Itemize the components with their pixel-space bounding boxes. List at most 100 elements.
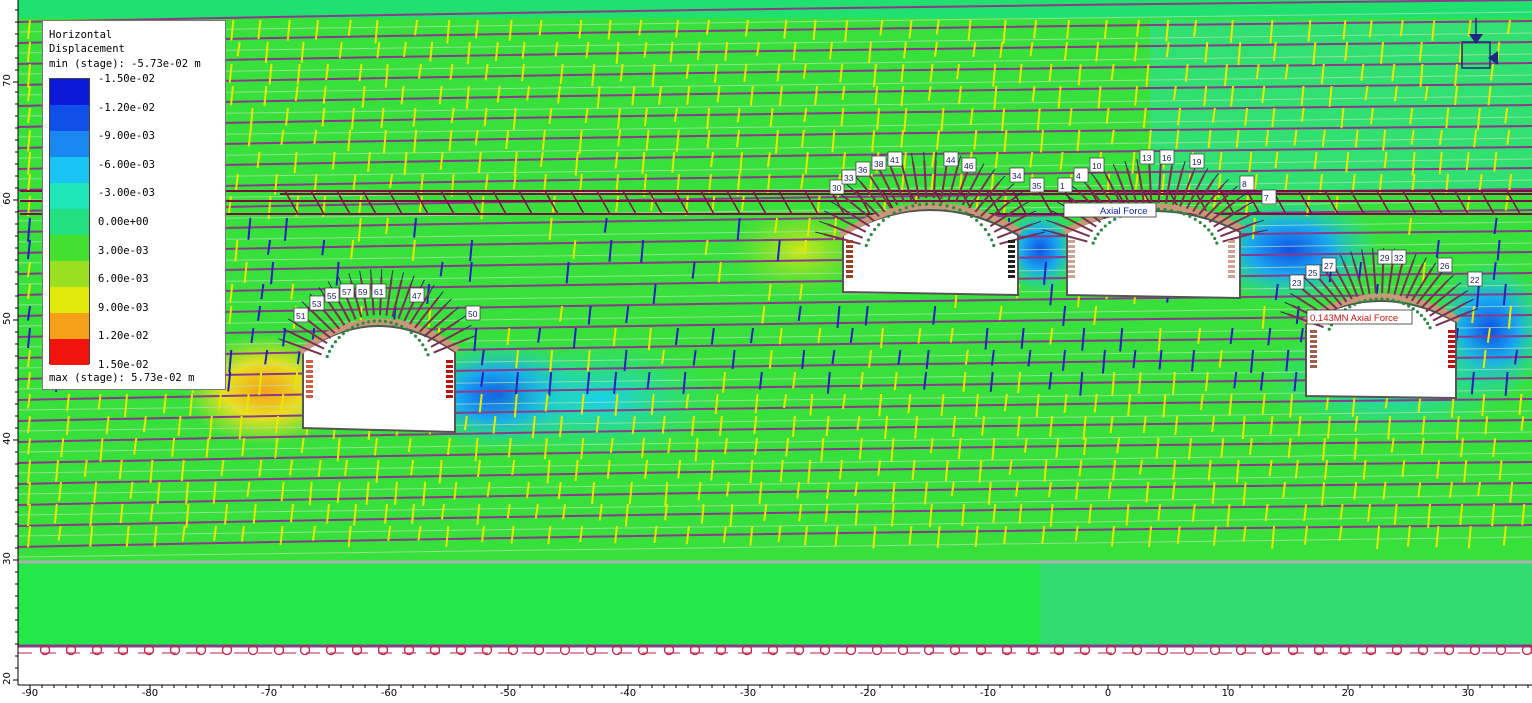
crack-mark: [929, 63, 934, 83]
bolt-label: 50: [468, 309, 478, 319]
crack-mark: [1297, 415, 1302, 437]
roller-support: [325, 644, 337, 656]
crack-mark: [290, 503, 294, 523]
rock-bolt: [397, 282, 413, 319]
axial-force-tag-red[interactable]: 0.143MN Axial Force: [1306, 309, 1413, 325]
crack-mark: [422, 481, 427, 506]
rock-bolt: [1333, 265, 1353, 300]
rock-bolt: [418, 303, 447, 333]
crack-mark: [1176, 525, 1181, 544]
wall-marker: [1068, 270, 1075, 273]
roller-support: [1443, 644, 1455, 656]
crack-mark: [417, 525, 422, 541]
wall-marker: [1310, 360, 1317, 363]
bolt-head: [1431, 262, 1437, 269]
crack-mark: [658, 85, 663, 105]
crack-mark: [603, 217, 608, 233]
bolt-label-box: [1139, 149, 1155, 165]
crack-mark: [826, 371, 831, 394]
crack-mark: [1518, 393, 1523, 415]
crack-mark: [1116, 437, 1121, 454]
tunnel-1[interactable]: [298, 318, 460, 434]
truss-diagonal: [1324, 190, 1339, 215]
legend-panel[interactable]: Horizontal Displacement min (stage): -5.…: [42, 20, 226, 390]
crack-mark: [724, 41, 729, 61]
crack-mark: [1471, 305, 1476, 324]
liner-node: [1385, 297, 1390, 302]
roller-support: [1209, 644, 1221, 656]
bolt-head: [391, 270, 394, 279]
bolt-head: [1350, 251, 1354, 259]
liner-node: [1210, 232, 1214, 236]
roller-support: [1391, 644, 1403, 656]
crack-mark: [667, 437, 672, 453]
roller-support: [1053, 644, 1065, 656]
crack-mark: [1299, 327, 1304, 343]
rock-bolt: [1126, 167, 1138, 206]
bolt-head: [910, 153, 914, 162]
bolt-label-box: [961, 157, 977, 173]
crack-mark: [1029, 41, 1034, 57]
bolt-label: 26: [1440, 261, 1450, 271]
crack-mark: [692, 349, 697, 366]
crack-mark: [890, 503, 895, 527]
liner-node: [1213, 236, 1217, 241]
crack-mark: [962, 371, 967, 393]
rock-bolt: [285, 340, 322, 356]
roller-support: [169, 644, 181, 656]
view-direction-icon[interactable]: [1461, 18, 1498, 69]
joint-line: [17, 461, 1532, 485]
crack-mark: [838, 459, 843, 480]
crack-mark: [1142, 107, 1147, 128]
liner-node: [1426, 321, 1430, 326]
crack-mark: [849, 327, 854, 343]
crack-mark: [1001, 107, 1006, 132]
rock-bolt: [1203, 190, 1233, 219]
roller-support: [299, 644, 311, 656]
crack-mark: [245, 393, 250, 413]
truss-diagonal: [284, 190, 299, 215]
wall-marker: [1068, 260, 1075, 263]
crack-mark: [673, 107, 678, 123]
crack-mark: [296, 349, 301, 365]
legend-swatch: [50, 235, 89, 261]
crack-mark: [697, 481, 702, 501]
crack-mark: [525, 481, 530, 499]
bolt-head: [1015, 191, 1023, 198]
x-tick-label: -70: [260, 688, 278, 699]
truss-diagonal: [622, 190, 637, 215]
crack-mark: [586, 371, 591, 395]
crack-mark: [1478, 173, 1483, 191]
crack-mark: [729, 503, 734, 527]
tunnel-2[interactable]: [838, 202, 1023, 297]
crack-mark: [1508, 173, 1513, 192]
crack-mark: [969, 107, 974, 126]
x-tick-label: -60: [380, 688, 398, 699]
truss-diagonal: [674, 190, 689, 215]
crack-mark: [1448, 481, 1453, 499]
crack-mark: [1244, 107, 1249, 126]
crack-mark: [541, 129, 546, 150]
crack-mark: [1312, 41, 1317, 65]
liner-node: [1423, 317, 1427, 321]
bolt-label: 41: [890, 155, 900, 165]
crack-mark: [562, 503, 567, 520]
crack-mark: [867, 41, 872, 64]
crack-mark: [474, 437, 479, 462]
axial-force-tag-blue[interactable]: Axial Force: [1063, 202, 1157, 218]
crack-mark: [534, 503, 539, 519]
crack-mark: [1380, 41, 1385, 64]
crack-mark: [526, 85, 531, 101]
crack-mark: [864, 305, 869, 326]
legend-label: -9.00e-03: [98, 130, 155, 143]
crack-mark: [234, 239, 239, 262]
liner-node: [958, 208, 962, 212]
wall-marker: [1228, 275, 1235, 278]
liner-node: [990, 238, 994, 242]
bolt-head: [1460, 290, 1469, 296]
wall-marker: [846, 270, 853, 273]
crack-mark: [754, 393, 759, 414]
bolt-head: [957, 155, 962, 164]
